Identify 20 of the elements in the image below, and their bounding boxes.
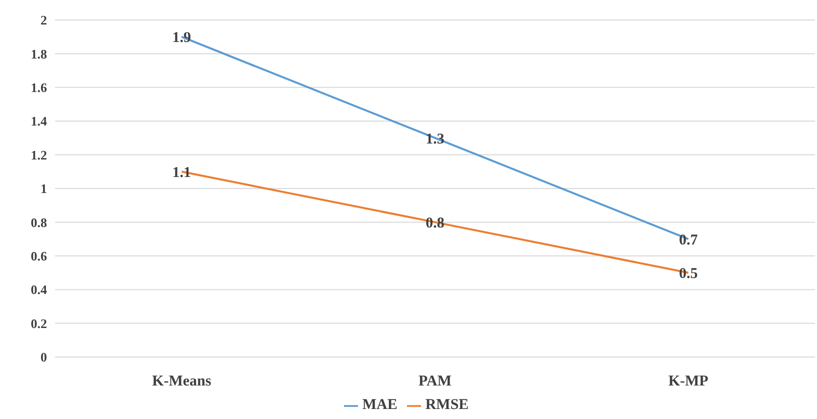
x-tick-label: K-Means: [152, 374, 212, 390]
x-tick-label: K-MP: [668, 374, 708, 390]
legend-label: RMSE: [425, 397, 469, 413]
y-tick-label: 0.8: [30, 214, 48, 230]
data-label: 0.7: [678, 232, 698, 248]
data-label: 1.9: [172, 30, 192, 46]
data-label: 0.5: [678, 266, 698, 282]
y-tick-label: 0.4: [30, 282, 48, 298]
data-label: 1.1: [172, 164, 192, 181]
y-tick-label: 0.2: [30, 316, 47, 331]
y-tick-label: 1: [40, 181, 47, 196]
y-tick-label: 1.6: [30, 80, 48, 96]
legend-label: MAE: [362, 397, 398, 413]
y-tick-label: 1.4: [30, 114, 48, 129]
y-tick-label: 1.2: [30, 147, 47, 162]
x-tick-label: PAM: [418, 374, 452, 390]
y-tick-label: 0.6: [30, 248, 48, 264]
y-tick-label: 2: [40, 12, 47, 28]
y-tick-label: 0: [40, 350, 47, 365]
y-tick-label: 1.8: [30, 46, 48, 62]
